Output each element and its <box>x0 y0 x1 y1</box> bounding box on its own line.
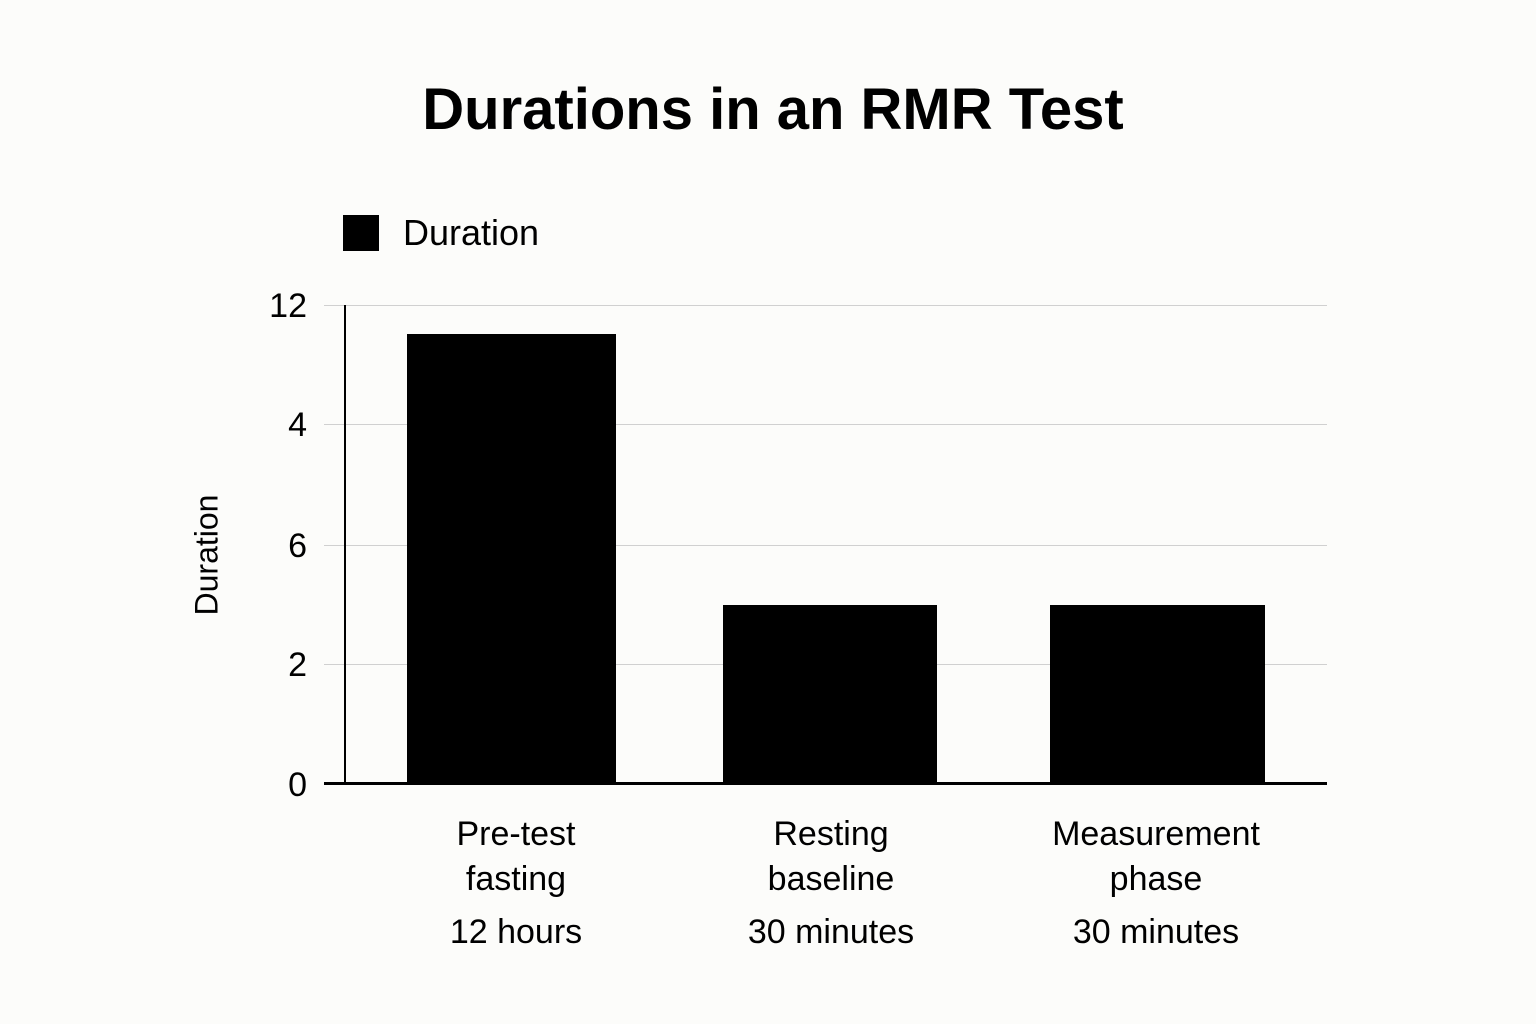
y-tick-label: 12 <box>269 287 307 325</box>
x-axis-line <box>324 782 1327 785</box>
bar-pre-test-fasting <box>407 334 616 784</box>
category-duration: 30 minutes <box>1072 913 1240 951</box>
gridline <box>324 305 1327 306</box>
y-tick-label: 0 <box>288 766 307 804</box>
category-label-pre-test-fasting: Pre-test fasting 12 hours <box>366 812 666 955</box>
bar-measurement-phase <box>1050 605 1265 784</box>
category-line1: Resting <box>773 815 889 853</box>
category-line1: Pre-test <box>456 815 576 853</box>
category-line1: Measurement <box>1052 815 1260 853</box>
legend-label: Duration <box>403 212 540 253</box>
legend: Duration <box>343 212 539 254</box>
chart-title: Durations in an RMR Test <box>422 77 1124 142</box>
category-line2: fasting <box>465 860 567 898</box>
bar-resting-baseline <box>723 605 937 784</box>
category-line2: phase <box>1109 860 1203 898</box>
gridline <box>324 545 1327 546</box>
y-tick-label: 2 <box>288 646 307 684</box>
category-label-resting-baseline: Resting baseline 30 minutes <box>681 812 981 955</box>
y-axis-line <box>344 305 346 785</box>
category-label-measurement-phase: Measurement phase 30 minutes <box>1006 812 1306 955</box>
category-duration: 30 minutes <box>747 913 915 951</box>
gridline <box>324 424 1327 425</box>
y-axis-label: Duration <box>188 494 225 616</box>
category-duration: 12 hours <box>449 913 583 951</box>
legend-swatch <box>343 215 379 251</box>
y-tick-label: 4 <box>288 406 307 444</box>
y-tick-label: 6 <box>288 527 307 565</box>
category-line2: baseline <box>767 860 895 898</box>
